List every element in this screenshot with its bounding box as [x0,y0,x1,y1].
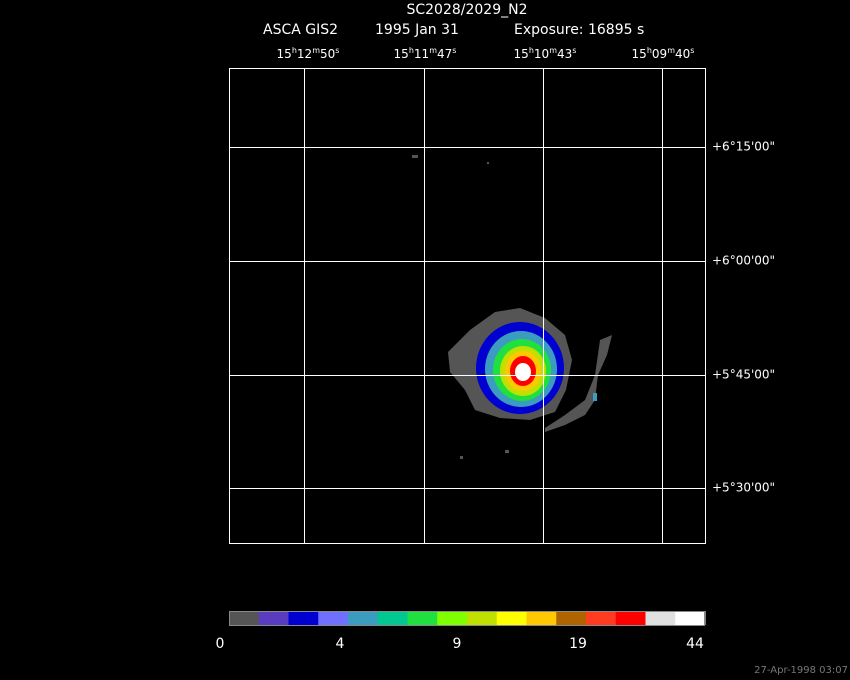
ra-unit: h [647,46,652,55]
dec-label: +5°45'00" [712,368,775,382]
colorbar-tick-label: 19 [569,636,587,652]
title: SC2028/2029_N2 [406,2,527,18]
ra-unit: s [452,46,456,55]
ra-unit: h [292,46,297,55]
ra-value: 10 [534,47,549,61]
ra-value: 15 [394,47,409,61]
source-blob [412,155,612,459]
colorbar-swatch [258,611,289,625]
colorbar-swatch [229,611,260,625]
instrument: ASCA GIS2 [263,22,338,38]
colorbar-swatch [318,611,349,625]
ra-value: 47 [437,47,452,61]
colorbar-swatch [556,611,587,625]
ra-unit: s [690,46,694,55]
colorbar-swatch [586,611,617,625]
colorbar-swatch [526,611,557,625]
ra-label: 15h11m47s [394,46,457,61]
dec-label: +5°30'00" [712,481,775,495]
colorbar-tick-label: 4 [336,636,345,652]
ra-value: 11 [414,47,429,61]
colorbar-swatch [288,611,319,625]
ra-value: 09 [652,47,667,61]
colorbar-swatch [615,611,646,625]
colorbar-swatch [496,611,527,625]
ra-value: 12 [297,47,312,61]
ra-value: 15 [277,47,292,61]
colorbar-swatch [467,611,498,625]
ra-value: 50 [320,47,335,61]
colorbar-tick-label: 9 [453,636,462,652]
colorbar-tick-label: 44 [686,636,704,652]
colorbar-swatch [645,611,676,625]
ra-unit: h [409,46,414,55]
ra-label: 15h10m43s [514,46,577,61]
colorbar-swatch [437,611,468,625]
coordinate-grid [229,68,706,544]
ra-value: 15 [514,47,529,61]
dec-label: +6°15'00" [712,140,775,154]
colorbar-swatch [377,611,408,625]
ra-unit: s [335,46,339,55]
frame [229,68,706,544]
colorbar-tick-label: 0 [216,636,225,652]
date: 1995 Jan 31 [375,22,459,38]
ra-unit: m [549,46,557,55]
colorbar-swatch [348,611,379,625]
ra-label: 15h09m40s [632,46,695,61]
ra-unit: m [667,46,675,55]
timestamp: 27-Apr-1998 03:07 [754,665,848,676]
colorbar-swatch [407,611,438,625]
dec-label: +6°00'00" [712,254,775,268]
colorbar-frame [229,611,705,626]
ra-value: 40 [675,47,690,61]
ra-value: 15 [632,47,647,61]
ra-unit: m [429,46,437,55]
ra-value: 43 [557,47,572,61]
ra-unit: h [529,46,534,55]
colorbar-swatch [675,611,706,625]
ra-unit: m [312,46,320,55]
ra-unit: s [572,46,576,55]
ra-label: 15h12m50s [277,46,340,61]
exposure: Exposure: 16895 s [514,22,644,38]
